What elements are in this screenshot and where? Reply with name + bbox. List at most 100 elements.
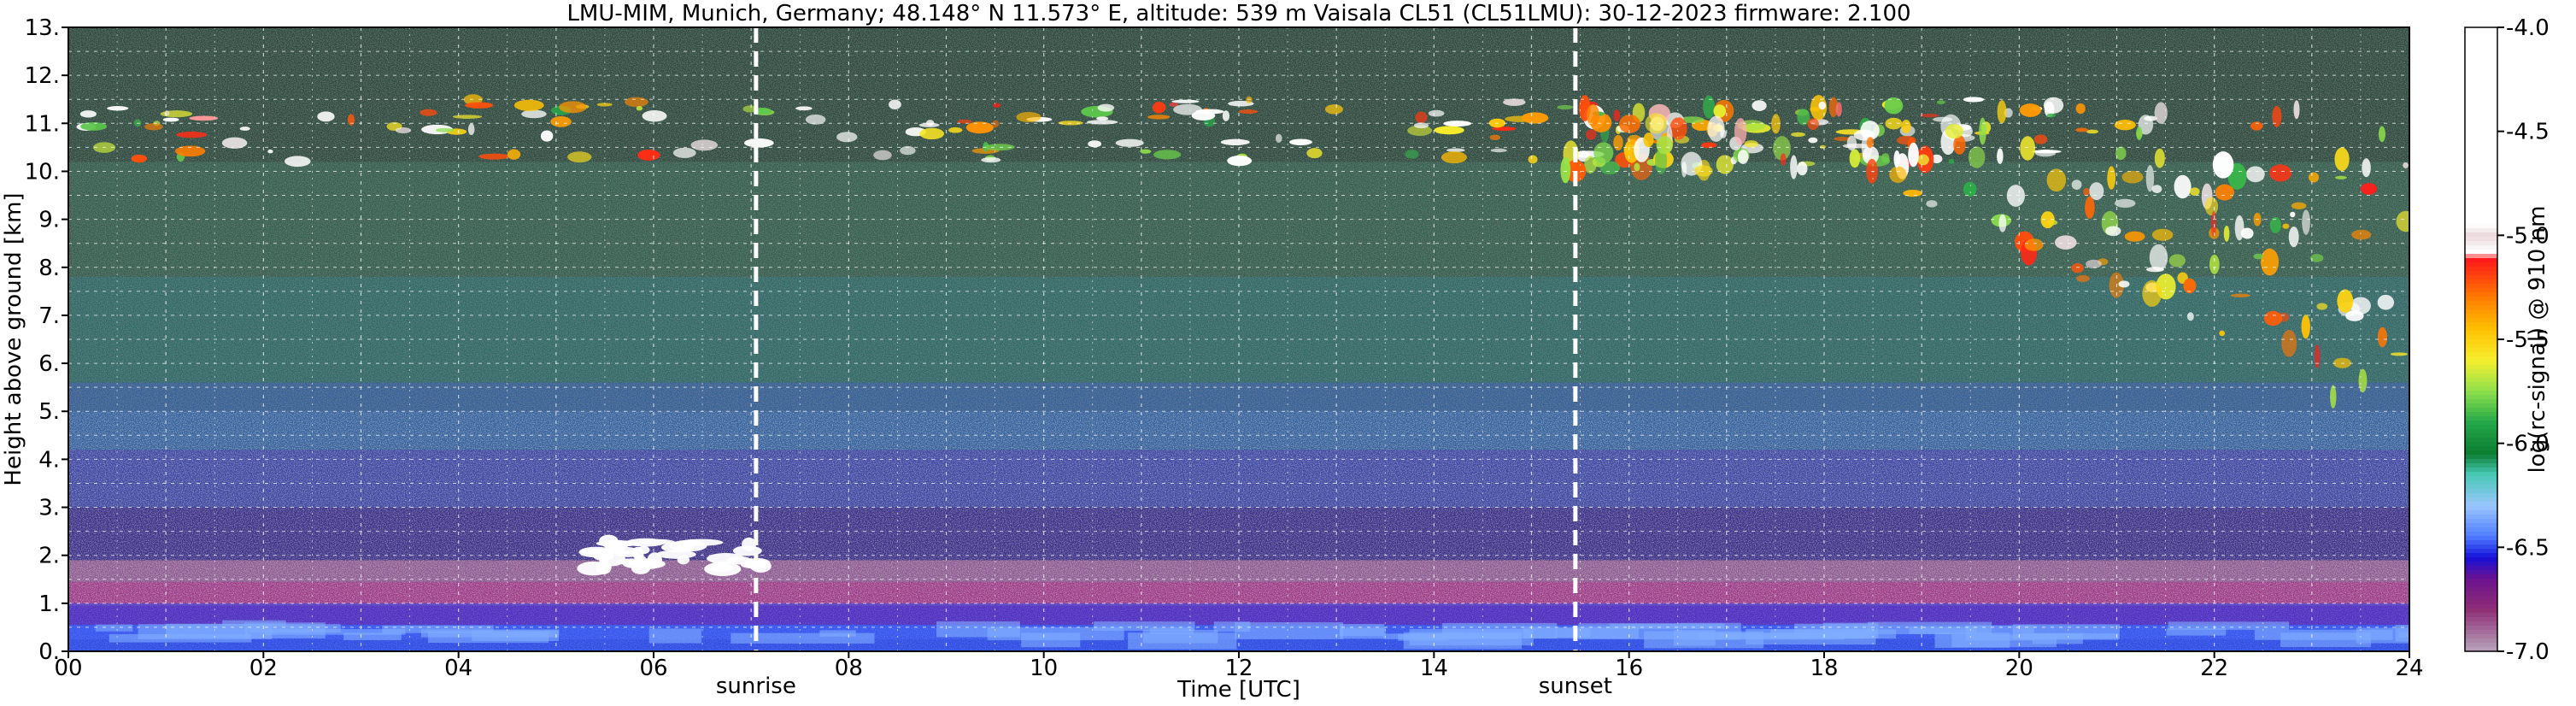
feature-patch — [742, 537, 757, 551]
feature-patch — [2351, 229, 2372, 240]
feature-patch — [2189, 187, 2200, 197]
feature-patch — [131, 154, 148, 163]
feature-patch — [1997, 100, 2007, 124]
colorbar-swatch — [2465, 638, 2497, 644]
colorbar-tick-label: -4.5 — [2506, 120, 2550, 145]
feature-patch — [1324, 104, 1343, 115]
colorbar-swatch — [2465, 267, 2497, 272]
feature-patch — [1810, 95, 1828, 121]
feature-patch — [1828, 97, 1839, 118]
feature-patch — [1926, 200, 1938, 208]
feature-patch — [221, 137, 248, 149]
event-label-sunset: sunset — [1539, 674, 1612, 699]
colorbar-swatch — [2465, 160, 2497, 165]
x-tick-label: 00 — [54, 656, 82, 681]
feature-patch — [559, 101, 587, 114]
feature-patch — [2168, 254, 2186, 268]
feature-patch — [467, 123, 475, 136]
colorbar-swatch — [2465, 215, 2497, 221]
feature-patch — [2040, 211, 2055, 229]
feature-patch — [1557, 104, 1574, 110]
feature-patch — [2219, 330, 2226, 337]
feature-patch — [1679, 116, 1705, 123]
feature-patch — [2107, 166, 2116, 190]
feature-patch — [2403, 162, 2409, 168]
colorbar-swatch — [2465, 562, 2497, 567]
feature-patch — [452, 115, 483, 119]
feature-patch — [2209, 254, 2220, 274]
colorbar-swatch — [2465, 211, 2497, 216]
colorbar-swatch — [2465, 245, 2497, 250]
feature-patch — [981, 157, 1001, 163]
feature-patch — [1428, 109, 1445, 117]
feature-patch — [1405, 150, 1419, 159]
colorbar-swatch — [2465, 540, 2497, 545]
feature-patch — [1521, 112, 1549, 124]
feature-patch — [919, 127, 945, 140]
y-tick-label: 11. — [25, 111, 60, 137]
colorbar-swatch — [2465, 220, 2497, 225]
feature-patch — [2071, 179, 2082, 190]
colorbar-swatch — [2465, 532, 2497, 537]
feature-patch — [395, 126, 412, 133]
feature-patch — [2234, 215, 2244, 241]
feature-patch — [1791, 132, 1806, 138]
colorbar-swatch — [2465, 408, 2497, 413]
colorbar-swatch — [2465, 519, 2497, 524]
feature-patch — [1656, 136, 1673, 155]
feature-patch — [1908, 142, 1919, 168]
feature-patch — [1213, 621, 1251, 632]
colorbar-swatch — [2465, 185, 2497, 191]
colorbar-tick-label: -6.5 — [2506, 535, 2550, 561]
feature-patch — [1413, 122, 1429, 129]
feature-patch — [1238, 109, 1259, 115]
feature-patch — [2075, 127, 2089, 132]
feature-patch — [174, 145, 206, 157]
colorbar-swatch — [2465, 279, 2497, 285]
feature-patch — [2293, 100, 2300, 120]
feature-patch — [2360, 183, 2378, 195]
colorbar-swatch — [2465, 83, 2497, 88]
feature-patch — [2121, 170, 2144, 184]
colorbar-swatch — [2465, 164, 2497, 169]
feature-patch — [1306, 148, 1323, 159]
feature-patch — [1780, 153, 1787, 166]
colorbar-swatch — [2465, 284, 2497, 289]
colorbar-swatch — [2465, 53, 2497, 58]
colorbar-swatch — [2465, 374, 2497, 379]
colorbar-swatch — [2465, 617, 2497, 622]
feature-patch — [2250, 121, 2263, 131]
colorbar-swatch — [2465, 566, 2497, 571]
colorbar-swatch — [2465, 147, 2497, 152]
feature-patch — [1936, 100, 1945, 104]
feature-patch — [2314, 344, 2321, 368]
x-tick-label: 18 — [1810, 656, 1838, 681]
feature-patch — [420, 109, 437, 116]
colorbar-swatch — [2465, 62, 2497, 67]
feature-patch — [672, 147, 696, 158]
feature-patch — [1716, 155, 1734, 174]
colorbar-swatch — [2465, 126, 2497, 131]
feature-patch — [347, 114, 355, 126]
feature-patch — [478, 153, 510, 160]
feature-patch — [900, 145, 916, 156]
feature-patch — [1578, 623, 1681, 640]
feature-patch — [1744, 140, 1758, 148]
feature-patch — [267, 149, 273, 154]
colorbar-swatch — [2465, 412, 2497, 417]
feature-patch — [1191, 110, 1216, 121]
colorbar: -4.0 -4.5 -5.0 -5.5 -6.0 -6.5 -7.0 — [2464, 15, 2550, 665]
feature-patch — [992, 120, 1000, 128]
feature-patch — [1115, 138, 1144, 147]
feature-patch — [2290, 211, 2296, 218]
colorbar-swatch — [2465, 438, 2497, 443]
colorbar-swatch — [2465, 130, 2497, 135]
feature-patch — [79, 110, 97, 118]
colorbar-swatch — [2465, 297, 2497, 302]
colorbar-swatch — [2465, 502, 2497, 507]
feature-patch — [625, 97, 648, 107]
feature-patch — [2183, 278, 2197, 294]
feature-patch — [795, 106, 813, 111]
colorbar-swatch — [2465, 232, 2497, 238]
feature-patch — [1963, 181, 1977, 197]
